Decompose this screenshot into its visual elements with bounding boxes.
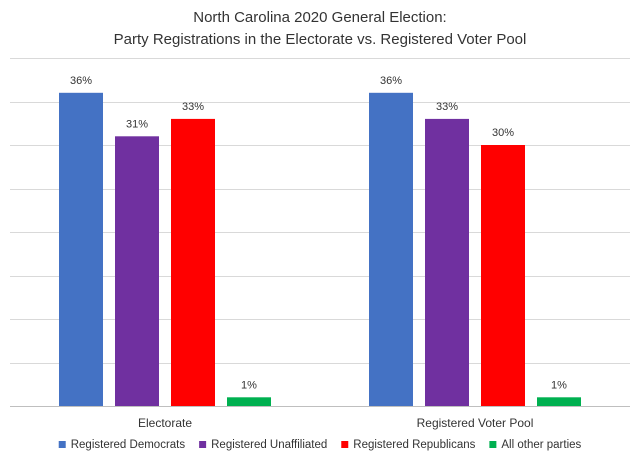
data-label: 30% bbox=[492, 127, 514, 139]
bar-registered-republicans-0 bbox=[171, 118, 215, 407]
data-label: 1% bbox=[241, 379, 257, 391]
category-labels: Electorate Registered Voter Pool bbox=[138, 416, 533, 430]
legend-item: All other parties bbox=[489, 439, 582, 451]
bar-registered-unaffiliated-0 bbox=[115, 136, 159, 407]
legend-label: Registered Unaffiliated bbox=[211, 439, 327, 451]
legend-swatch bbox=[341, 441, 349, 448]
legend: Registered Democrats Registered Unaffilia… bbox=[58, 439, 582, 451]
chart-subtitle: Party Registrations in the Electorate vs… bbox=[114, 31, 527, 48]
legend-item: Registered Unaffiliated bbox=[199, 439, 327, 451]
category-label: Electorate bbox=[138, 416, 192, 430]
legend-item: Registered Republicans bbox=[341, 439, 476, 451]
legend-swatch bbox=[58, 441, 66, 448]
gridlines bbox=[10, 58, 630, 364]
legend-label: All other parties bbox=[501, 439, 581, 451]
legend-item: Registered Democrats bbox=[58, 439, 186, 451]
bar-all-other-parties-1 bbox=[537, 397, 581, 406]
data-label: 36% bbox=[70, 75, 92, 87]
bars bbox=[59, 92, 581, 407]
bar-registered-republicans-1 bbox=[481, 145, 525, 406]
bar-registered-unaffiliated-1 bbox=[425, 118, 469, 407]
legend-label: Registered Democrats bbox=[71, 439, 186, 451]
data-label: 33% bbox=[436, 101, 458, 113]
legend-swatch bbox=[199, 441, 207, 448]
data-label: 36% bbox=[380, 75, 402, 87]
data-label: 33% bbox=[182, 101, 204, 113]
bar-registered-democrats-0 bbox=[59, 92, 103, 407]
data-labels: 36% 31% 33% 1% 36% 33% 30% 1% bbox=[70, 75, 567, 391]
category-label: Registered Voter Pool bbox=[417, 416, 534, 430]
legend-label: Registered Republicans bbox=[353, 439, 475, 451]
data-label: 31% bbox=[126, 118, 148, 130]
chart-title: North Carolina 2020 General Election: bbox=[193, 9, 446, 26]
bar-registered-democrats-1 bbox=[369, 92, 413, 407]
data-label: 1% bbox=[551, 379, 567, 391]
bar-all-other-parties-0 bbox=[227, 397, 271, 406]
legend-swatch bbox=[489, 441, 497, 448]
